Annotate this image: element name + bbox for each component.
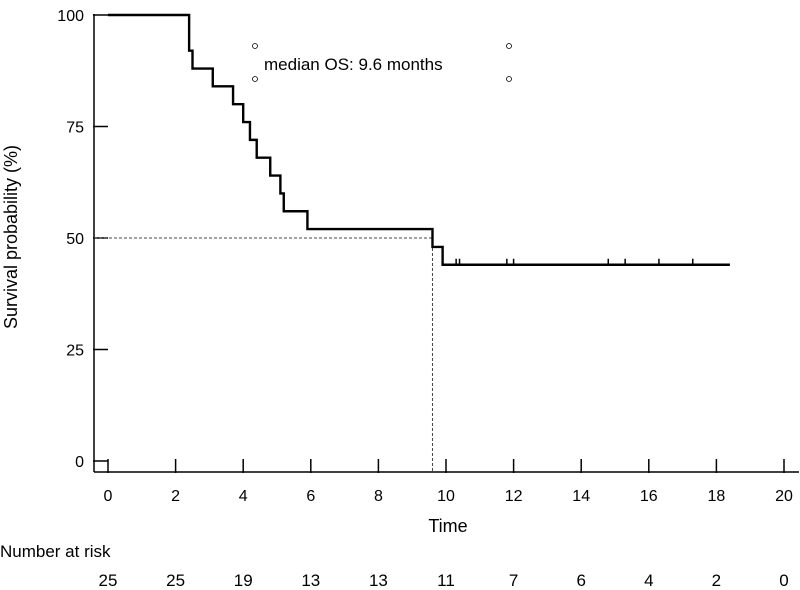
annotation-corner-handle bbox=[252, 76, 258, 82]
annotation-corner-handle bbox=[506, 76, 512, 82]
risk-count: 13 bbox=[369, 571, 388, 590]
x-axis-title: Time bbox=[428, 516, 467, 536]
y-tick-label: 50 bbox=[66, 231, 84, 248]
y-tick-label: 0 bbox=[75, 454, 84, 471]
x-tick-label: 6 bbox=[306, 488, 315, 505]
x-tick-label: 0 bbox=[104, 488, 113, 505]
risk-count: 13 bbox=[301, 571, 320, 590]
risk-count: 4 bbox=[644, 571, 653, 590]
risk-count: 7 bbox=[509, 571, 518, 590]
risk-count: 25 bbox=[166, 571, 185, 590]
x-tick-label: 10 bbox=[437, 488, 455, 505]
risk-count: 6 bbox=[576, 571, 585, 590]
risk-count: 19 bbox=[234, 571, 253, 590]
median-os-label: median OS: 9.6 months bbox=[264, 55, 443, 74]
annotation-corner-handle bbox=[506, 43, 512, 49]
risk-table-title: Number at risk bbox=[0, 542, 111, 561]
censor-marks bbox=[455, 258, 694, 265]
median-guides bbox=[94, 237, 433, 472]
x-tick-label: 8 bbox=[374, 488, 383, 505]
x-tick-label: 20 bbox=[775, 488, 793, 505]
axes bbox=[93, 14, 799, 473]
tick-labels: 0 25 50 75 100 0 2 4 6 8 10 12 14 16 18 20 bbox=[57, 8, 793, 505]
risk-count: 25 bbox=[99, 571, 118, 590]
y-axis-title: Survival probability (%) bbox=[1, 145, 21, 329]
risk-count: 2 bbox=[712, 571, 721, 590]
x-tick-label: 4 bbox=[239, 488, 248, 505]
y-tick-label: 25 bbox=[66, 343, 84, 360]
x-tick-label: 2 bbox=[171, 488, 180, 505]
x-tick-label: 12 bbox=[505, 488, 523, 505]
y-tick-label: 75 bbox=[66, 120, 84, 137]
x-tick-label: 18 bbox=[708, 488, 726, 505]
series bbox=[108, 13, 730, 266]
x-tick-label: 14 bbox=[572, 488, 590, 505]
survival-curve bbox=[108, 13, 730, 266]
risk-count: 11 bbox=[437, 571, 455, 590]
median-annotation: median OS: 9.6 months bbox=[252, 43, 512, 82]
risk-table-counts: 25 25 19 13 13 11 7 6 4 2 0 bbox=[99, 571, 789, 590]
x-tick-label: 16 bbox=[640, 488, 658, 505]
y-tick-label: 100 bbox=[57, 8, 84, 25]
tick-marks bbox=[93, 14, 785, 473]
annotation-corner-handle bbox=[252, 43, 258, 49]
risk-count: 0 bbox=[779, 571, 788, 590]
